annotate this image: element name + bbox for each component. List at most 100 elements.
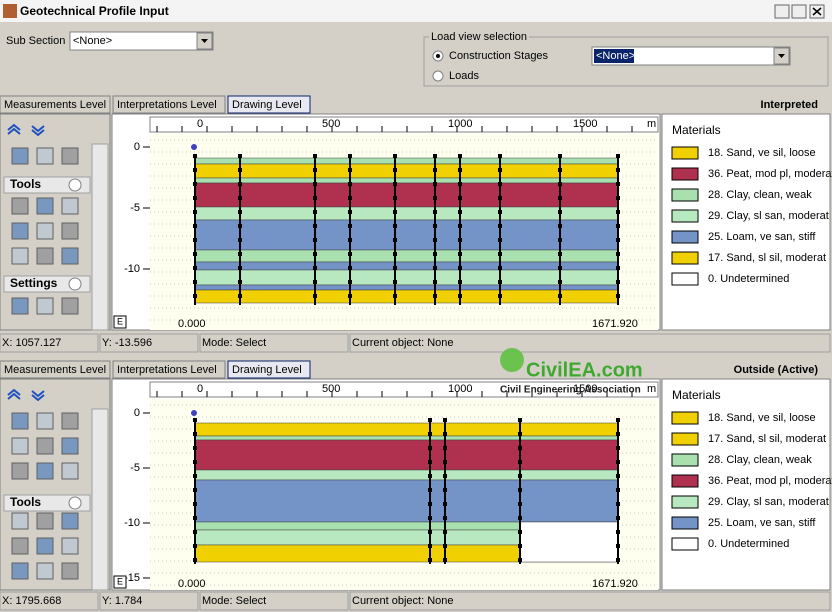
tool-icon[interactable] — [36, 537, 54, 555]
tool-icon[interactable] — [61, 562, 79, 580]
toolbar-scrollbar[interactable] — [91, 143, 109, 331]
tool-icon[interactable] — [36, 222, 54, 240]
tab[interactable] — [227, 95, 311, 114]
status-cell — [349, 591, 831, 611]
toolbar-scrollbar[interactable] — [91, 408, 109, 591]
tool-icon[interactable] — [61, 512, 79, 530]
tool-icon[interactable] — [11, 297, 29, 315]
section-header[interactable] — [3, 275, 91, 293]
status-cell — [349, 333, 831, 353]
status-text: Mode: Select — [202, 337, 266, 349]
status-text: X: 1795.668 — [2, 595, 61, 607]
node — [393, 266, 397, 270]
tool-icon[interactable] — [11, 537, 29, 555]
tool-icon[interactable] — [11, 147, 29, 165]
node — [428, 432, 432, 436]
y-tick-label: -10 — [124, 263, 140, 275]
dropdown-arrow — [778, 54, 785, 58]
tool-icon[interactable] — [61, 197, 79, 215]
legend-swatch — [671, 453, 699, 467]
x-unit: m — [647, 118, 656, 130]
corner-label: E — [117, 576, 123, 586]
node — [428, 446, 432, 450]
node — [433, 294, 437, 298]
x-tick-label: 1500 — [573, 383, 597, 395]
corner-box[interactable] — [113, 315, 127, 329]
tool-icon[interactable] — [61, 147, 79, 165]
collapse-button[interactable] — [68, 496, 82, 510]
node — [458, 238, 462, 242]
tool-icon[interactable] — [11, 412, 29, 430]
node — [348, 154, 352, 158]
node — [458, 182, 462, 186]
tool-icon[interactable] — [11, 247, 29, 265]
tool-icon[interactable] — [11, 197, 29, 215]
node — [238, 238, 242, 242]
tab-label: Interpretations Level — [117, 99, 217, 111]
tool-icon[interactable] — [61, 462, 79, 480]
tool-icon[interactable] — [61, 247, 79, 265]
node — [433, 196, 437, 200]
soil-layer — [194, 439, 619, 471]
chevrons[interactable] — [7, 388, 45, 402]
node — [238, 210, 242, 214]
tab[interactable] — [112, 95, 226, 114]
tool-icon[interactable] — [36, 562, 54, 580]
tool-icon[interactable] — [36, 297, 54, 315]
tool-icon[interactable] — [36, 512, 54, 530]
node — [348, 210, 352, 214]
node — [518, 544, 522, 548]
node — [193, 502, 197, 506]
corner-box[interactable] — [113, 575, 127, 589]
node — [518, 502, 522, 506]
tool-icon[interactable] — [11, 462, 29, 480]
node — [313, 238, 317, 242]
node — [443, 544, 447, 548]
legend-swatch — [671, 432, 699, 446]
node — [393, 182, 397, 186]
tool-icon[interactable] — [36, 437, 54, 455]
node — [616, 238, 620, 242]
tool-icon[interactable] — [61, 297, 79, 315]
tool-icon[interactable] — [11, 222, 29, 240]
tab[interactable] — [0, 95, 111, 114]
node — [393, 168, 397, 172]
node — [193, 224, 197, 228]
collapse-button[interactable] — [68, 178, 82, 192]
node — [433, 224, 437, 228]
node — [193, 154, 197, 158]
tool-icon[interactable] — [36, 462, 54, 480]
tool-icon[interactable] — [61, 537, 79, 555]
tool-icon[interactable] — [61, 222, 79, 240]
tool-icon[interactable] — [61, 412, 79, 430]
tool-icon[interactable] — [11, 437, 29, 455]
legend-label: 0. Undetermined — [708, 538, 789, 550]
tool-icon[interactable] — [36, 247, 54, 265]
tool-icon[interactable] — [36, 197, 54, 215]
node — [348, 266, 352, 270]
x-tick-label: 1500 — [573, 118, 597, 130]
tab[interactable] — [112, 360, 226, 379]
chevrons[interactable] — [7, 123, 45, 137]
soil-layer — [194, 284, 619, 291]
maximize-button[interactable] — [791, 4, 807, 19]
tool-icon[interactable] — [61, 437, 79, 455]
tool-icon[interactable] — [36, 412, 54, 430]
section-header[interactable] — [3, 494, 91, 512]
radio[interactable] — [432, 70, 444, 82]
collapse-button[interactable] — [68, 277, 82, 291]
tab[interactable] — [227, 360, 311, 379]
tab[interactable] — [0, 360, 111, 379]
section-header[interactable] — [3, 176, 91, 194]
minimize-button[interactable] — [774, 4, 790, 19]
load-select[interactable] — [591, 46, 791, 66]
tool-icon[interactable] — [36, 147, 54, 165]
tool-icon[interactable] — [11, 512, 29, 530]
node — [433, 252, 437, 256]
node — [443, 460, 447, 464]
node — [498, 252, 502, 256]
node — [616, 446, 620, 450]
sub-section-select[interactable] — [69, 31, 214, 51]
node — [393, 280, 397, 284]
tool-icon[interactable] — [11, 562, 29, 580]
